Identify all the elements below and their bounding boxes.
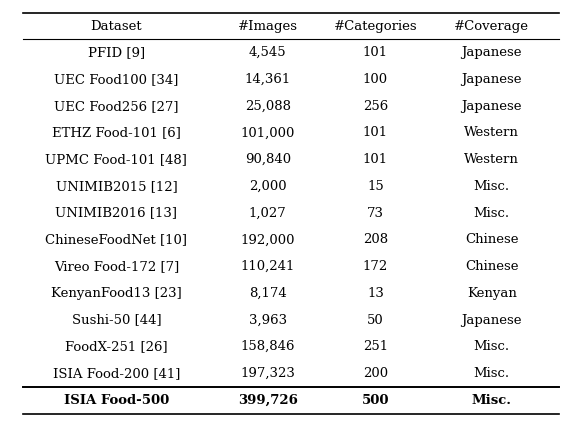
Text: 73: 73 [367, 207, 384, 219]
Text: 399,726: 399,726 [238, 394, 297, 407]
Text: #Images: #Images [237, 19, 298, 32]
Text: Japanese: Japanese [462, 314, 522, 327]
Text: ChineseFoodNet [10]: ChineseFoodNet [10] [45, 233, 187, 246]
Text: 101: 101 [363, 127, 388, 139]
Text: 101: 101 [363, 46, 388, 59]
Text: 1,027: 1,027 [249, 207, 286, 219]
Text: FoodX-251 [26]: FoodX-251 [26] [65, 340, 168, 353]
Text: #Categories: #Categories [333, 19, 417, 32]
Text: 15: 15 [367, 180, 384, 193]
Text: Dataset: Dataset [91, 19, 142, 32]
Text: Misc.: Misc. [474, 207, 510, 219]
Text: 208: 208 [363, 233, 388, 246]
Text: KenyanFood13 [23]: KenyanFood13 [23] [51, 287, 182, 300]
Text: 90,840: 90,840 [244, 153, 291, 166]
Text: 101,000: 101,000 [240, 127, 295, 139]
Text: 2,000: 2,000 [249, 180, 286, 193]
Text: 500: 500 [361, 394, 389, 407]
Text: Japanese: Japanese [462, 46, 522, 59]
Text: Misc.: Misc. [472, 394, 512, 407]
Text: 8,174: 8,174 [249, 287, 286, 300]
Text: PFID [9]: PFID [9] [88, 46, 145, 59]
Text: 197,323: 197,323 [240, 367, 295, 380]
Text: Misc.: Misc. [474, 367, 510, 380]
Text: UNIMIB2016 [13]: UNIMIB2016 [13] [55, 207, 178, 219]
Text: Sushi-50 [44]: Sushi-50 [44] [72, 314, 161, 327]
Text: Kenyan: Kenyan [467, 287, 517, 300]
Text: ETHZ Food-101 [6]: ETHZ Food-101 [6] [52, 127, 181, 139]
Text: UNIMIB2015 [12]: UNIMIB2015 [12] [55, 180, 178, 193]
Text: Western: Western [464, 127, 519, 139]
Text: 192,000: 192,000 [240, 233, 295, 246]
Text: 3,963: 3,963 [249, 314, 287, 327]
Text: 158,846: 158,846 [240, 340, 295, 353]
Text: 13: 13 [367, 287, 384, 300]
Text: 100: 100 [363, 73, 388, 86]
Text: 110,241: 110,241 [240, 260, 295, 273]
Text: 50: 50 [367, 314, 384, 327]
Text: 25,088: 25,088 [244, 100, 291, 113]
Text: UEC Food100 [34]: UEC Food100 [34] [54, 73, 179, 86]
Text: UPMC Food-101 [48]: UPMC Food-101 [48] [45, 153, 187, 166]
Text: Misc.: Misc. [474, 180, 510, 193]
Text: Chinese: Chinese [465, 260, 519, 273]
Text: ISIA Food-200 [41]: ISIA Food-200 [41] [53, 367, 180, 380]
Text: 4,545: 4,545 [249, 46, 286, 59]
Text: Chinese: Chinese [465, 233, 519, 246]
Text: Vireo Food-172 [7]: Vireo Food-172 [7] [54, 260, 179, 273]
Text: #Coverage: #Coverage [455, 19, 529, 32]
Text: 101: 101 [363, 153, 388, 166]
Text: Japanese: Japanese [462, 100, 522, 113]
Text: ISIA Food-500: ISIA Food-500 [64, 394, 169, 407]
Text: Japanese: Japanese [462, 73, 522, 86]
Text: 256: 256 [363, 100, 388, 113]
Text: 14,361: 14,361 [244, 73, 291, 86]
Text: Misc.: Misc. [474, 340, 510, 353]
Text: Western: Western [464, 153, 519, 166]
Text: 172: 172 [363, 260, 388, 273]
Text: UEC Food256 [27]: UEC Food256 [27] [54, 100, 179, 113]
Text: 200: 200 [363, 367, 388, 380]
Text: 251: 251 [363, 340, 388, 353]
